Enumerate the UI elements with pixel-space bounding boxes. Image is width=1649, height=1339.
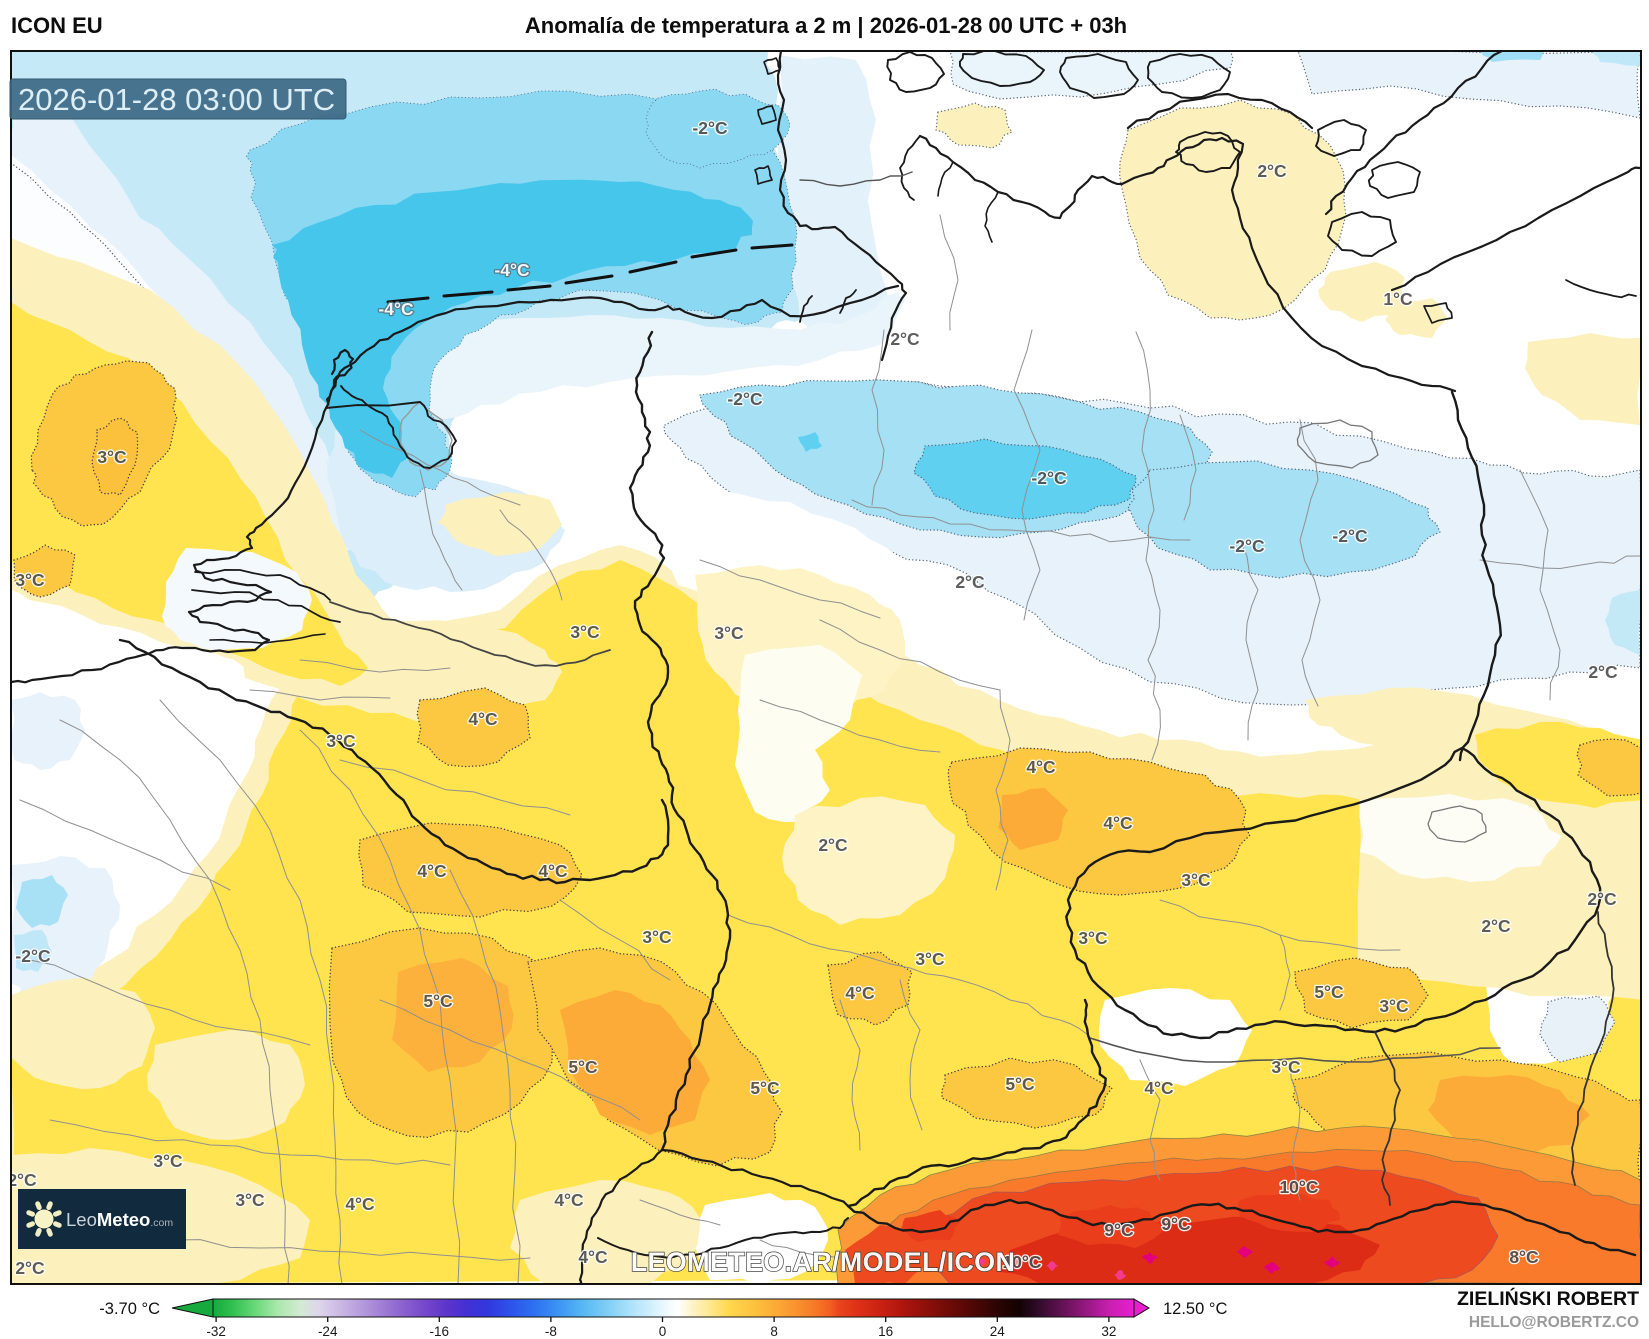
svg-text:-2°C: -2°C — [727, 389, 763, 409]
svg-text:HELLO@ROBERTZ.CO: HELLO@ROBERTZ.CO — [1469, 1314, 1639, 1331]
svg-text:5°C: 5°C — [568, 1057, 598, 1077]
svg-text:ZIELIŃSKI ROBERT: ZIELIŃSKI ROBERT — [1457, 1287, 1639, 1310]
svg-text:2°C: 2°C — [1481, 916, 1511, 936]
svg-text:-24: -24 — [318, 1324, 338, 1339]
svg-text:-2°C: -2°C — [1229, 536, 1265, 556]
svg-text:-8: -8 — [545, 1324, 557, 1339]
svg-text:-4°C: -4°C — [494, 260, 530, 280]
svg-text:4°C: 4°C — [554, 1190, 584, 1210]
svg-text:9°C: 9°C — [1104, 1220, 1134, 1240]
svg-text:2°C: 2°C — [15, 1258, 45, 1278]
svg-text:5°C: 5°C — [423, 991, 453, 1011]
svg-text:4°C: 4°C — [538, 861, 568, 881]
svg-text:4°C: 4°C — [1103, 813, 1133, 833]
svg-text:-32: -32 — [206, 1324, 226, 1339]
svg-text:4°C: 4°C — [578, 1247, 608, 1267]
svg-text:3°C: 3°C — [714, 623, 744, 643]
svg-text:10°C: 10°C — [1279, 1177, 1318, 1197]
svg-text:3°C: 3°C — [915, 949, 945, 969]
svg-text:3°C: 3°C — [153, 1151, 183, 1171]
svg-text:1°C: 1°C — [1383, 289, 1413, 309]
svg-text:24: 24 — [990, 1324, 1006, 1339]
svg-text:-2°C: -2°C — [1031, 468, 1067, 488]
svg-text:2°C: 2°C — [1257, 161, 1287, 181]
svg-text:2°C: 2°C — [818, 835, 848, 855]
svg-text:-2°C: -2°C — [15, 946, 51, 966]
svg-text:3°C: 3°C — [97, 447, 127, 467]
svg-text:3°C: 3°C — [1078, 928, 1108, 948]
svg-text:4°C: 4°C — [417, 861, 447, 881]
svg-text:2°C: 2°C — [890, 329, 920, 349]
svg-text:ICON EU: ICON EU — [11, 13, 103, 38]
svg-text:Anomalía de temperatura a 2 m: Anomalía de temperatura a 2 m | 2026-01-… — [525, 13, 1127, 38]
svg-text:2°C: 2°C — [955, 572, 985, 592]
svg-text:2°C: 2°C — [1587, 889, 1617, 909]
svg-text:3°C: 3°C — [1181, 870, 1211, 890]
svg-text:2°C: 2°C — [1588, 662, 1618, 682]
svg-text:9°C: 9°C — [1161, 1214, 1191, 1234]
svg-text:3°C: 3°C — [326, 731, 356, 751]
svg-text:LeoMeteo.com: LeoMeteo.com — [66, 1209, 173, 1230]
svg-text:LEOMETEO.AR/MODEL/ICON: LEOMETEO.AR/MODEL/ICON — [631, 1247, 1016, 1277]
svg-text:0: 0 — [659, 1324, 667, 1339]
svg-text:3°C: 3°C — [642, 927, 672, 947]
svg-text:3°C: 3°C — [1379, 996, 1409, 1016]
svg-text:-2°C: -2°C — [692, 118, 728, 138]
svg-text:32: 32 — [1101, 1324, 1116, 1339]
svg-text:4°C: 4°C — [345, 1194, 375, 1214]
svg-text:16: 16 — [878, 1324, 893, 1339]
svg-text:3°C: 3°C — [15, 570, 45, 590]
svg-text:5°C: 5°C — [750, 1078, 780, 1098]
svg-text:4°C: 4°C — [1026, 757, 1056, 777]
svg-text:3°C: 3°C — [570, 622, 600, 642]
svg-text:3°C: 3°C — [235, 1190, 265, 1210]
svg-text:2026-01-28 03:00 UTC: 2026-01-28 03:00 UTC — [18, 82, 335, 117]
svg-text:10°C: 10°C — [1002, 1252, 1041, 1272]
svg-text:4°C: 4°C — [1144, 1078, 1174, 1098]
svg-text:-4°C: -4°C — [378, 299, 414, 319]
svg-text:2°C: 2°C — [7, 1170, 37, 1190]
svg-text:5°C: 5°C — [1314, 982, 1344, 1002]
svg-text:5°C: 5°C — [1005, 1074, 1035, 1094]
svg-text:-16: -16 — [430, 1324, 450, 1339]
svg-text:-3.70 °C: -3.70 °C — [99, 1300, 160, 1318]
svg-text:3°C: 3°C — [1271, 1057, 1301, 1077]
svg-text:-2°C: -2°C — [1332, 526, 1368, 546]
svg-text:8°C: 8°C — [1509, 1247, 1539, 1267]
svg-text:8: 8 — [770, 1324, 778, 1339]
svg-text:4°C: 4°C — [845, 983, 875, 1003]
svg-text:4°C: 4°C — [468, 709, 498, 729]
svg-text:12.50 °C: 12.50 °C — [1163, 1300, 1227, 1318]
